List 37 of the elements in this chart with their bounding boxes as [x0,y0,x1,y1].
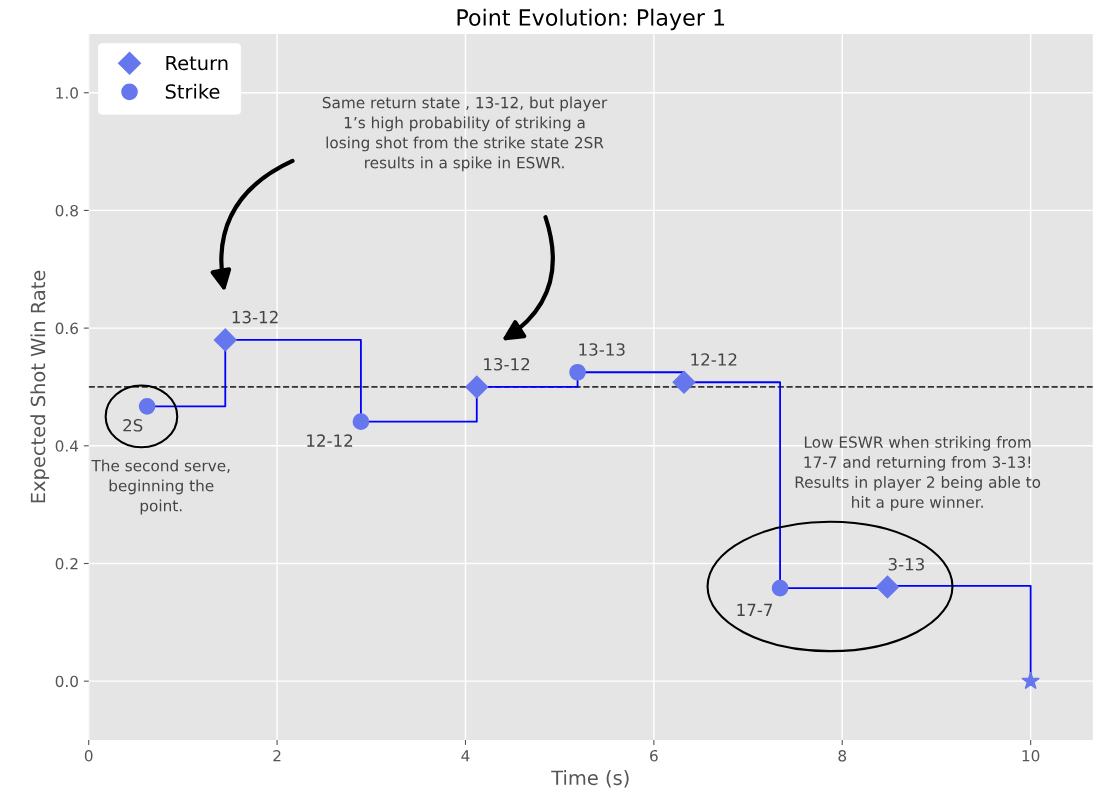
y-tick-label: 1.0 [56,87,78,99]
y-tick-label: 0.4 [55,440,79,452]
y-tick-label: 0.2 [55,557,78,570]
legend-label: Strike [165,83,220,99]
chart-title: Point Evolution: Player 1 [457,8,725,31]
x-tick-label: 8 [838,750,847,762]
legend-label: Return [166,55,228,71]
point [1021,671,1040,690]
annotation: 3-13 [888,557,924,571]
point [875,575,899,599]
point [569,363,586,381]
annotation: Same return state , 13-12, but player 1’s high probability of striking a losing shot from the strike state 2SR results in a spike in ESWR. [322,96,608,172]
point [138,398,156,415]
annotation: Low ESWR when striking from 17-7 and returning from 3-13! Results in player 2 being able to hit a pure winner. [795,436,1041,511]
annotation: 17-7 [737,603,773,616]
y-tick-label: 0.6 [55,322,79,335]
annotation: 13-12 [484,357,530,371]
annotation: 13-13 [579,343,625,356]
x-axis-title: Time (s) [551,770,629,788]
point [465,375,489,399]
point [352,413,370,431]
annotation: 13-12 [232,310,278,324]
x-tick-label: 2 [273,750,281,762]
annotation: 12-12 [691,353,737,366]
y-axis-title: Expected Shot Win Rate [30,270,50,503]
x-tick-label: 10 [1022,750,1040,762]
point [213,328,237,352]
y-tick-label: 0.0 [55,675,78,688]
y-tick-label: 0.8 [55,204,78,217]
annotation: 12-12 [307,434,353,447]
annotation: The second serve, beginning the point. [91,459,230,515]
x-tick-label: 0 [84,750,93,762]
point [672,370,696,394]
point [771,579,789,597]
x-tick-label: 4 [461,750,470,762]
x-tick-label: 6 [650,750,658,762]
annotation: 2S [123,419,143,432]
